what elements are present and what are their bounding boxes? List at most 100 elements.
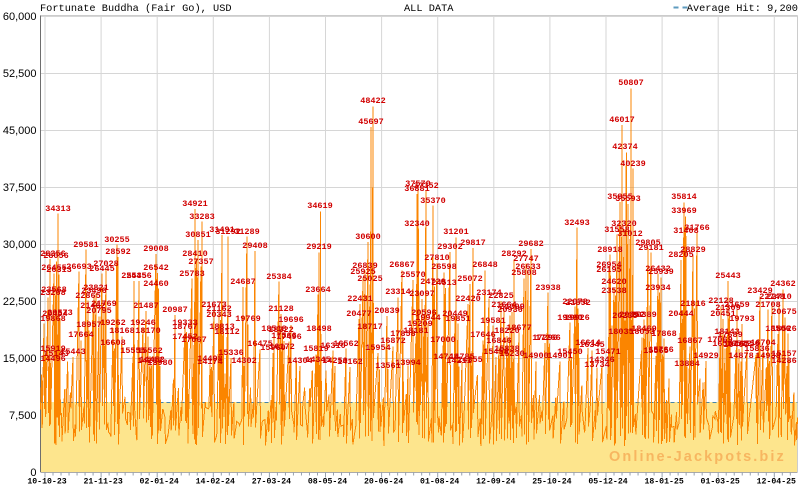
svg-text:17566: 17566: [271, 331, 297, 341]
svg-text:18220: 18220: [494, 326, 520, 336]
svg-text:31201: 31201: [443, 227, 469, 237]
svg-text:14498: 14498: [197, 354, 223, 364]
svg-text:37,500: 37,500: [3, 182, 37, 194]
svg-text:12-04-25: 12-04-25: [757, 478, 796, 487]
svg-text:17000: 17000: [430, 335, 456, 345]
svg-text:21128: 21128: [268, 304, 294, 314]
svg-text:18053: 18053: [629, 327, 655, 337]
svg-text:23664: 23664: [305, 285, 331, 295]
svg-text:21309: 21309: [715, 303, 741, 313]
svg-text:15836: 15836: [744, 344, 770, 354]
svg-text:19262: 19262: [100, 318, 126, 328]
svg-text:14162: 14162: [337, 357, 363, 367]
svg-text:19793: 19793: [729, 314, 755, 324]
svg-text:25783: 25783: [179, 269, 205, 279]
svg-text:23429: 23429: [747, 286, 773, 296]
svg-text:20454: 20454: [42, 309, 68, 319]
svg-text:17296: 17296: [532, 333, 558, 343]
svg-text:25456: 25456: [126, 271, 152, 281]
svg-text:18813: 18813: [209, 322, 235, 332]
svg-text:20839: 20839: [374, 306, 400, 316]
svg-text:17664: 17664: [68, 330, 94, 340]
svg-text:25570: 25570: [400, 270, 426, 280]
svg-text:14286: 14286: [771, 356, 797, 366]
svg-text:22,500: 22,500: [3, 296, 37, 308]
svg-text:16846: 16846: [486, 336, 512, 346]
svg-text:25072: 25072: [457, 274, 483, 284]
svg-text:25443: 25443: [715, 271, 741, 281]
svg-text:23314: 23314: [385, 287, 411, 297]
svg-text:25-10-24: 25-10-24: [532, 478, 571, 487]
svg-text:20477: 20477: [346, 309, 372, 319]
svg-text:18717: 18717: [357, 322, 383, 332]
svg-text:18677: 18677: [506, 323, 532, 333]
svg-text:14496: 14496: [40, 354, 66, 364]
svg-text:0: 0: [30, 467, 36, 479]
svg-text:18957: 18957: [76, 320, 102, 330]
svg-text:19868: 19868: [40, 314, 66, 324]
svg-text:28410: 28410: [182, 249, 208, 259]
svg-text:60,000: 60,000: [3, 11, 37, 23]
svg-text:24687: 24687: [230, 277, 256, 287]
svg-text:01-03-25: 01-03-25: [701, 478, 740, 487]
svg-text:28056: 28056: [43, 251, 69, 261]
svg-text:30,000: 30,000: [3, 239, 37, 251]
svg-text:20795: 20795: [86, 306, 112, 316]
svg-text:20675: 20675: [771, 307, 797, 317]
svg-text:24620: 24620: [601, 277, 627, 287]
svg-text:17689: 17689: [717, 330, 743, 340]
svg-text:15143: 15143: [43, 349, 69, 359]
svg-text:37352: 37352: [413, 181, 439, 191]
svg-text:21664: 21664: [491, 300, 517, 310]
svg-text:14304: 14304: [287, 356, 313, 366]
svg-text:25925: 25925: [350, 267, 376, 277]
svg-text:32340: 32340: [404, 219, 430, 229]
svg-text:21708: 21708: [755, 300, 781, 310]
svg-text:14785: 14785: [449, 352, 475, 362]
svg-text:19851: 19851: [445, 314, 471, 324]
svg-text:14355: 14355: [457, 355, 483, 365]
svg-text:28356: 28356: [40, 249, 66, 259]
svg-text:45,000: 45,000: [3, 125, 37, 137]
svg-text:08-05-24: 08-05-24: [308, 478, 347, 487]
svg-text:34619: 34619: [307, 201, 333, 211]
svg-text:18767: 18767: [172, 322, 198, 332]
svg-text:19769: 19769: [235, 314, 261, 324]
svg-text:19926: 19926: [564, 313, 590, 323]
svg-text:17496: 17496: [276, 332, 302, 342]
svg-text:26839: 26839: [352, 261, 378, 271]
svg-text:50807: 50807: [618, 78, 644, 88]
svg-text:26867: 26867: [389, 260, 415, 270]
svg-text:16345: 16345: [579, 340, 605, 350]
svg-text:20343: 20343: [206, 310, 232, 320]
svg-text:25435: 25435: [121, 271, 147, 281]
svg-text:26445: 26445: [89, 264, 115, 274]
svg-text:28918: 28918: [597, 245, 623, 255]
svg-text:26693: 26693: [66, 262, 92, 272]
svg-text:35370: 35370: [420, 196, 446, 206]
svg-text:24513: 24513: [431, 278, 457, 288]
svg-text:15819: 15819: [303, 344, 329, 354]
svg-text:15919: 15919: [40, 344, 66, 354]
svg-text:26633: 26633: [515, 262, 541, 272]
svg-text:27810: 27810: [424, 253, 450, 263]
svg-text:35855: 35855: [607, 192, 633, 202]
svg-text:28205: 28205: [668, 250, 694, 260]
svg-text:20451: 20451: [710, 309, 736, 319]
svg-text:18035: 18035: [608, 327, 634, 337]
svg-text:15450: 15450: [557, 347, 583, 357]
svg-text:18322: 18322: [268, 325, 294, 335]
svg-text:16407: 16407: [723, 340, 749, 350]
svg-text:14748: 14748: [433, 352, 459, 362]
svg-text:22825: 22825: [488, 291, 514, 301]
svg-text:30851: 30851: [185, 230, 211, 240]
svg-text:16310: 16310: [320, 341, 346, 351]
svg-text:19581: 19581: [480, 316, 506, 326]
svg-text:45697: 45697: [358, 117, 384, 127]
svg-text:25384: 25384: [266, 272, 292, 282]
svg-text:16562: 16562: [333, 339, 359, 349]
svg-text:21462: 21462: [80, 301, 106, 311]
svg-text:7,500: 7,500: [9, 410, 37, 422]
svg-text:31408: 31408: [673, 226, 699, 236]
svg-text:19209: 19209: [407, 319, 433, 329]
